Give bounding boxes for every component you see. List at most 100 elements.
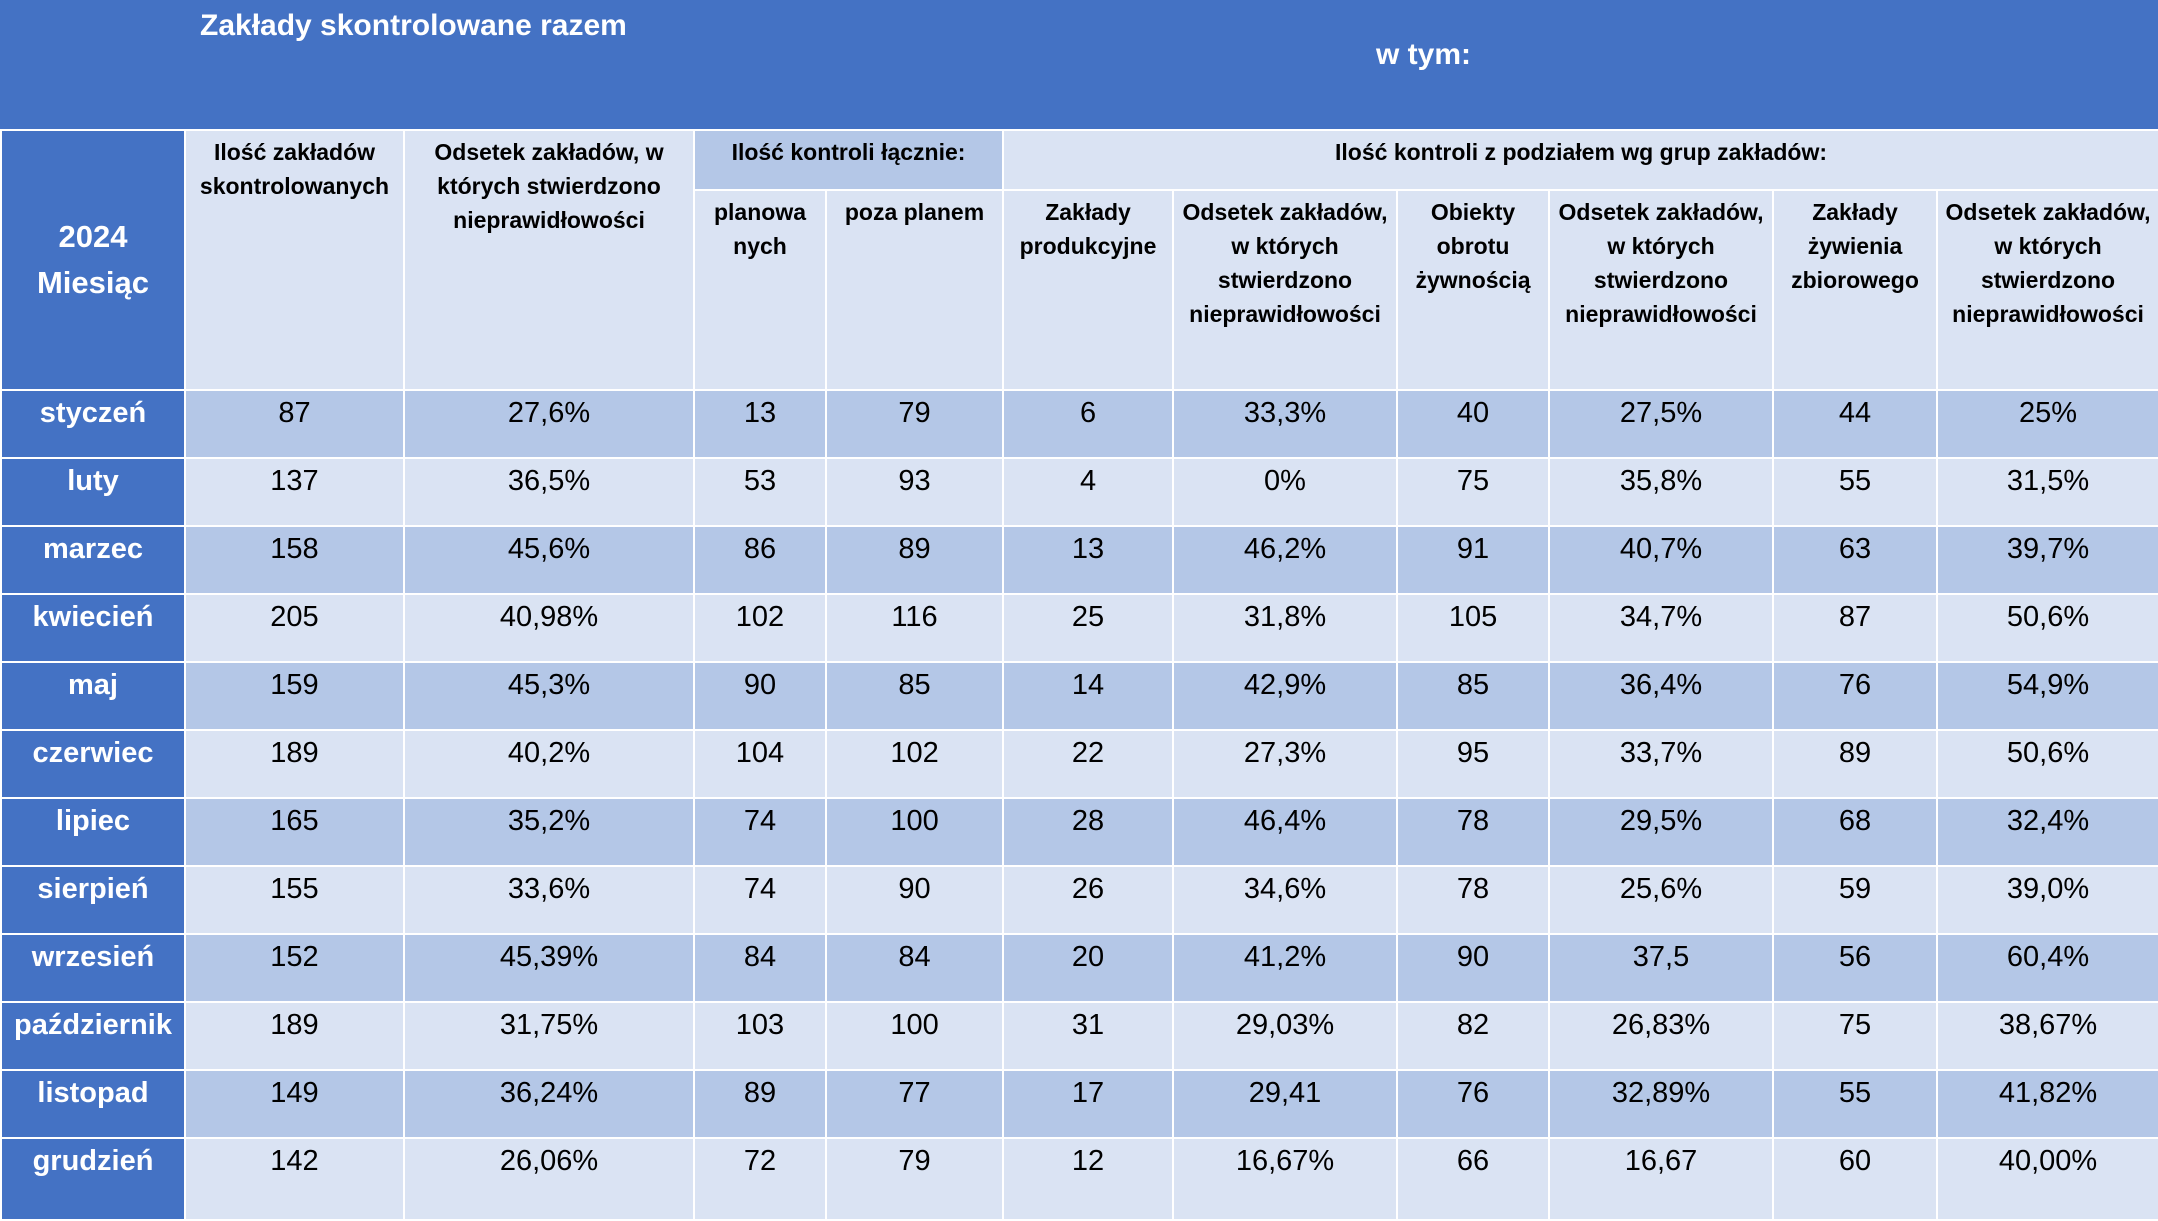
value-cell: 87 <box>1772 593 1939 663</box>
value-cell: 89 <box>1772 729 1939 799</box>
value-cell: 66 <box>1396 1137 1551 1221</box>
month-cell: wrzesień <box>0 933 186 1003</box>
value-cell: 68 <box>1772 797 1939 867</box>
value-cell: 40,2% <box>403 729 695 799</box>
value-cell: 20 <box>1002 933 1175 1003</box>
value-cell: 90 <box>1396 933 1551 1003</box>
value-cell: 16,67 <box>1548 1137 1775 1221</box>
value-cell: 37,5 <box>1548 933 1775 1003</box>
col-production: Zakłady produkcyjne <box>1002 189 1175 391</box>
value-cell: 100 <box>824 797 1005 867</box>
value-cell: 60,4% <box>1936 933 2158 1003</box>
value-cell: 46,2% <box>1172 525 1399 595</box>
col-catering: Zakłady żywienia zbiorowego <box>1772 189 1939 391</box>
value-cell: 74 <box>693 865 827 935</box>
value-cell: 84 <box>824 933 1005 1003</box>
value-cell: 165 <box>184 797 405 867</box>
value-cell: 31,75% <box>403 1001 695 1071</box>
value-cell: 86 <box>693 525 827 595</box>
value-cell: 36,4% <box>1548 661 1775 731</box>
value-cell: 142 <box>184 1137 405 1221</box>
value-cell: 0% <box>1172 457 1399 527</box>
value-cell: 17 <box>1002 1069 1175 1139</box>
value-cell: 35,8% <box>1548 457 1775 527</box>
year-month-header: 2024 Miesiąc <box>0 129 186 391</box>
value-cell: 27,6% <box>403 389 695 459</box>
value-cell: 41,82% <box>1936 1069 2158 1139</box>
value-cell: 189 <box>184 1001 405 1071</box>
table-row: marzec 158 45,6% 86 89 13 46,2% 91 40,7%… <box>0 525 2158 595</box>
value-cell: 27,3% <box>1172 729 1399 799</box>
value-cell: 40 <box>1396 389 1551 459</box>
value-cell: 34,6% <box>1172 865 1399 935</box>
value-cell: 36,24% <box>403 1069 695 1139</box>
month-cell: listopad <box>0 1069 186 1139</box>
value-cell: 4 <box>1002 457 1175 527</box>
value-cell: 158 <box>184 525 405 595</box>
value-cell: 75 <box>1772 1001 1939 1071</box>
value-cell: 189 <box>184 729 405 799</box>
col-catering-pct: Odsetek zakładów, w których stwierdzono … <box>1936 189 2158 391</box>
value-cell: 89 <box>824 525 1005 595</box>
month-cell: sierpień <box>0 865 186 935</box>
col-trade-pct: Odsetek zakładów, w których stwierdzono … <box>1548 189 1775 391</box>
value-cell: 33,3% <box>1172 389 1399 459</box>
value-cell: 39,7% <box>1936 525 2158 595</box>
value-cell: 76 <box>1396 1069 1551 1139</box>
value-cell: 13 <box>693 389 827 459</box>
table-row: kwiecień 205 40,98% 102 116 25 31,8% 105… <box>0 593 2158 663</box>
col-planned: planowa nych <box>693 189 827 391</box>
value-cell: 74 <box>693 797 827 867</box>
value-cell: 14 <box>1002 661 1175 731</box>
value-cell: 35,2% <box>403 797 695 867</box>
value-cell: 29,03% <box>1172 1001 1399 1071</box>
col-production-pct: Odsetek zakładów, w których stwierdzono … <box>1172 189 1399 391</box>
value-cell: 76 <box>1772 661 1939 731</box>
value-cell: 22 <box>1002 729 1175 799</box>
table-row: grudzień 142 26,06% 72 79 12 16,67% 66 1… <box>0 1137 2158 1221</box>
month-cell: kwiecień <box>0 593 186 663</box>
value-cell: 16,67% <box>1172 1137 1399 1221</box>
table-row: czerwiec 189 40,2% 104 102 22 27,3% 95 3… <box>0 729 2158 799</box>
value-cell: 159 <box>184 661 405 731</box>
value-cell: 41,2% <box>1172 933 1399 1003</box>
col-pct-irregular: Odsetek zakładów, w których stwierdzono … <box>403 129 695 391</box>
value-cell: 137 <box>184 457 405 527</box>
value-cell: 155 <box>184 865 405 935</box>
value-cell: 53 <box>693 457 827 527</box>
value-cell: 25 <box>1002 593 1175 663</box>
value-cell: 102 <box>824 729 1005 799</box>
month-cell: październik <box>0 1001 186 1071</box>
value-cell: 116 <box>824 593 1005 663</box>
value-cell: 54,9% <box>1936 661 2158 731</box>
value-cell: 25% <box>1936 389 2158 459</box>
value-cell: 104 <box>693 729 827 799</box>
value-cell: 12 <box>1002 1137 1175 1221</box>
value-cell: 28 <box>1002 797 1175 867</box>
value-cell: 45,6% <box>403 525 695 595</box>
value-cell: 31,5% <box>1936 457 2158 527</box>
main-title: Zakłady skontrolowane razem <box>200 9 627 42</box>
value-cell: 33,6% <box>403 865 695 935</box>
value-cell: 103 <box>693 1001 827 1071</box>
table-row: wrzesień 152 45,39% 84 84 20 41,2% 90 37… <box>0 933 2158 1003</box>
month-cell: styczeń <box>0 389 186 459</box>
table-row: sierpień 155 33,6% 74 90 26 34,6% 78 25,… <box>0 865 2158 935</box>
value-cell: 75 <box>1396 457 1551 527</box>
value-cell: 31,8% <box>1172 593 1399 663</box>
value-cell: 31 <box>1002 1001 1175 1071</box>
col-count-inspected: Ilość zakładów skontrolowanych <box>184 129 405 391</box>
table-row: październik 189 31,75% 103 100 31 29,03%… <box>0 1001 2158 1071</box>
value-cell: 34,7% <box>1548 593 1775 663</box>
value-cell: 32,89% <box>1548 1069 1775 1139</box>
value-cell: 78 <box>1396 797 1551 867</box>
value-cell: 26,83% <box>1548 1001 1775 1071</box>
value-cell: 85 <box>824 661 1005 731</box>
value-cell: 44 <box>1772 389 1939 459</box>
month-cell: lipiec <box>0 797 186 867</box>
col-trade: Obiekty obrotu żywnością <box>1396 189 1551 391</box>
group-by-type: Ilość kontroli z podziałem wg grup zakła… <box>1002 129 2158 191</box>
value-cell: 91 <box>1396 525 1551 595</box>
month-cell: grudzień <box>0 1137 186 1221</box>
